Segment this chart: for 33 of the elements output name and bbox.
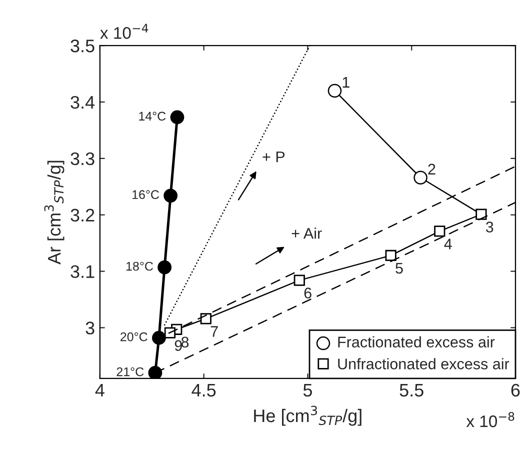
annotation: 6 [304,288,312,298]
annotation: 20°C [120,332,148,342]
annotation: 21°C [116,367,144,376]
annotation: 16°C [132,190,159,200]
x-tick-label: 5.5 [400,384,424,397]
x-tick-label: 6 [511,384,520,397]
x-tick-label: 4.5 [192,384,216,397]
text: x 10$^{−4}$ [100,24,148,39]
y-axis-title: Ar [cm$^{3}$$_{STP}$/g] [44,160,64,265]
y-tick-label: 3.1 [70,265,94,278]
text: x 10$^{−8}$ [466,412,514,428]
annotation: 8 [181,336,189,348]
x-tick-label: 4 [95,384,104,396]
annotation: 3 [486,222,494,232]
annotation: 5 [396,262,403,274]
x-tick-label: 5 [303,384,312,397]
x-axis-title: He [cm$^{3}$$_{STP}$/g] [254,406,362,426]
annotation: + P [262,152,285,162]
y-tick-label: 3.2 [70,208,94,222]
legend-label: Fractionated excess air [338,336,495,348]
annotation: 4 [444,238,452,250]
y-tick-label: 3.3 [70,152,94,166]
annotation: 9 [174,340,182,351]
annotation: 1 [342,77,350,88]
annotation: 2 [428,164,436,174]
legend-label: Unfractionated excess air [338,358,510,370]
annotation: + Air [292,228,322,239]
y-tick-label: 3.4 [70,96,95,109]
annotation: 18°C [126,262,153,271]
y-tick-label: 3 [86,322,94,334]
annotation: 14°C [139,112,166,121]
y-tick-label: 3.5 [70,40,94,52]
annotation: 7 [210,326,218,337]
